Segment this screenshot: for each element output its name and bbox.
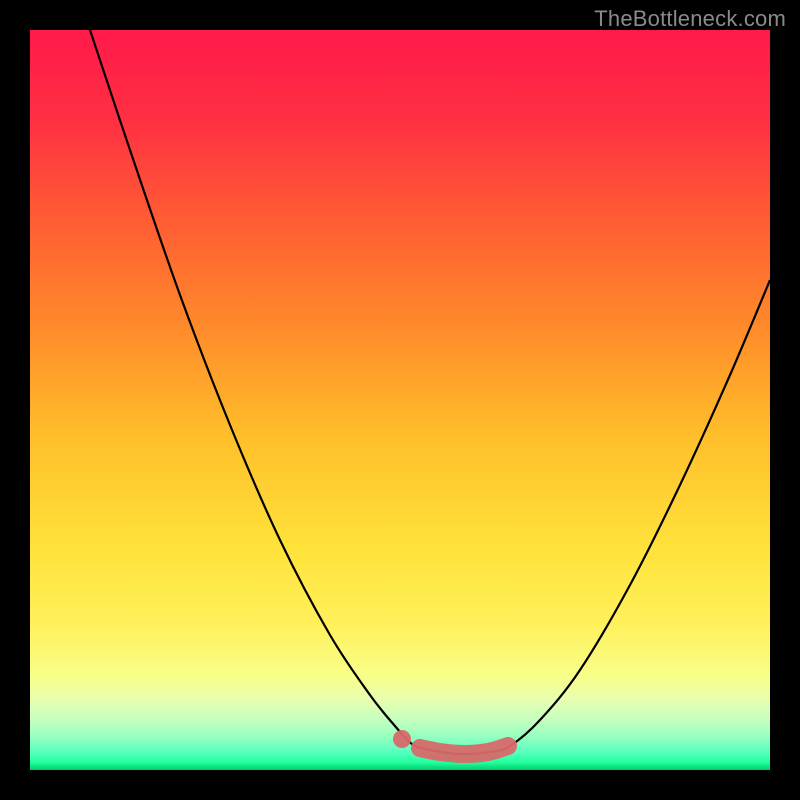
bottleneck-curve bbox=[90, 30, 770, 754]
optimal-range-band bbox=[420, 746, 508, 754]
curve-layer bbox=[30, 30, 770, 770]
plot-area bbox=[30, 30, 770, 770]
chart-outer: TheBottleneck.com bbox=[0, 0, 800, 800]
watermark-text: TheBottleneck.com bbox=[594, 6, 786, 32]
optimal-range-dot bbox=[393, 730, 411, 748]
